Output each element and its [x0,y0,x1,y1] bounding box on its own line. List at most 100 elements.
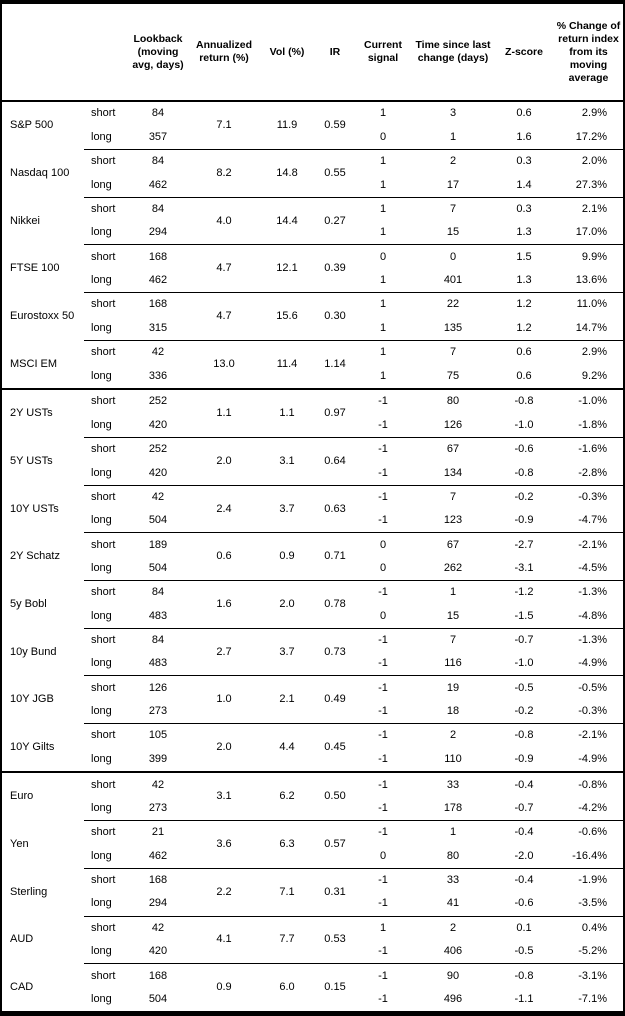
lookback-value: 462 [148,273,168,286]
signal-value: -1 [378,514,388,527]
vol-value: 12.1 [262,244,312,293]
pct-change-value: -7.1% [578,992,607,1005]
lookback-value: 42 [130,339,186,365]
table-header: Lookback (moving avg, days) Annualized re… [2,4,623,102]
signal-value: -1 [358,771,408,797]
horizon-label: long [91,226,112,239]
lookback-value: 168 [130,292,186,317]
signal-value: -1 [378,418,388,431]
asset-group-row: Sterling short 168 2.2 7.1 0.31 -1 33 -0.4 -1.9% [2,867,623,917]
asset-group-row: 10Y USTs short 42 2.4 3.7 0.63 -1 7 -0.2 -0.3% [2,484,623,533]
vol-value: 0.9 [262,532,312,581]
ir-value: 0.27 [312,196,358,245]
time-since-value: 41 [446,897,460,910]
horizon-label: short [91,107,116,120]
zscore-value: -0.4 [498,867,550,893]
annualized-return-value: 1.0 [186,675,262,724]
ir-value: 0.31 [312,867,358,917]
lookback-value: 42 [130,915,186,940]
pct-change-value: -0.8% [550,771,623,797]
signal-value: -1 [378,897,388,910]
pct-change-value: 2.9% [550,339,623,365]
lookback-value: 252 [130,436,186,462]
signal-value: -1 [378,466,388,479]
signal-value: -1 [358,723,408,748]
time-since-value: 178 [443,802,463,815]
zscore-value: 1.4 [516,178,532,191]
asset-name: 2Y USTs [2,387,84,438]
asset-group-row: Eurostoxx 50 short 168 4.7 15.6 0.30 1 22 1.2 11.… [2,292,623,341]
column-header: Annualized return (%) [186,4,262,102]
zscore-value: -0.9 [514,752,534,765]
signal-value: -1 [358,387,408,414]
annualized-return-value: 0.6 [186,532,262,581]
pct-change-value: -2.8% [578,466,607,479]
time-since-value: 15 [446,226,460,239]
lookback-value: 42 [130,771,186,797]
table-row: long 273 -1 178 -0.7 -4.2% [2,797,623,821]
asset-name: 5Y USTs [10,454,53,467]
asset-name: 10Y USTs [10,502,59,515]
zscore-value: -1.2 [498,580,550,605]
zscore-value: -0.4 [498,771,550,797]
horizon-label: long [91,273,112,286]
horizon-label: long [91,369,112,382]
annualized-return-value: 4.0 [186,196,262,245]
annualized-return-value: 4.7 [186,244,262,293]
zscore-value: -0.4 [498,820,550,845]
ir-value: 0.57 [312,820,358,869]
time-since-value: 1 [449,130,457,143]
signal-value: 1 [379,178,387,191]
vol-value: 15.6 [262,292,312,341]
lookback-value: 336 [148,369,168,382]
table-row: long 483 0 15 -1.5 -4.8% [2,604,623,628]
zscore-value: 1.2 [516,321,532,334]
zscore-value: -1.1 [514,992,534,1005]
zscore-value: -0.2 [498,484,550,510]
ir-value: 0.30 [312,292,358,341]
zscore-value: 0.1 [498,915,550,940]
pct-change-value: -1.8% [578,418,607,431]
vol-value: 3.1 [262,436,312,486]
time-since-value: 2 [408,915,498,940]
signals-table: Lookback (moving avg, days) Annualized re… [2,4,623,1011]
lookback-value: 126 [130,675,186,700]
asset-name: AUD [10,933,34,946]
lookback-value: 483 [148,609,168,622]
header-row: Lookback (moving avg, days) Annualized re… [2,4,623,102]
table-row: long 483 -1 116 -1.0 -4.9% [2,652,623,676]
signal-value: 1 [379,369,387,382]
time-since-value: 3 [449,107,457,120]
zscore-value: -0.8 [498,723,550,748]
zscore-value: -3.1 [514,561,534,574]
table-row: long 294 1 15 1.3 17.0% [2,221,623,245]
zscore-value: -0.8 [514,466,534,479]
time-since-value: 80 [446,849,460,862]
vol-value: 6.2 [262,771,312,821]
lookback-value: 294 [148,226,168,239]
time-since-value: 116 [444,657,462,670]
zscore-value: -0.8 [498,387,550,414]
pct-change-value: -4.5% [578,561,607,574]
lookback-value: 105 [130,723,186,748]
time-since-value: 126 [443,418,463,431]
horizon-label: long [91,321,112,334]
asset-group-row: Nasdaq 100 short 84 8.2 14.8 0.55 1 2 0.3 2.0% [2,149,623,198]
time-since-value: 15 [446,609,460,622]
signal-value: -1 [378,752,388,765]
annualized-return-value: 0.9 [186,963,262,1011]
horizon-label: short [84,627,130,653]
time-since-value: 19 [408,675,498,700]
asset-name: Yen [10,838,29,851]
zscore-value: 1.5 [498,244,550,269]
lookback-value: 294 [148,897,168,910]
horizon-label: short [84,867,130,893]
asset-group-row: Nikkei short 84 4.0 14.4 0.27 1 7 0.3 2.1% [2,196,623,245]
horizon-label: long [91,657,112,670]
horizon-label: short [84,723,130,748]
annualized-return-value: 1.6 [186,580,262,629]
ir-value: 0.39 [312,244,358,293]
asset-name: CAD [10,980,34,993]
asset-name: S&P 500 [10,119,54,132]
asset-name: 10Y JGB [10,693,54,706]
